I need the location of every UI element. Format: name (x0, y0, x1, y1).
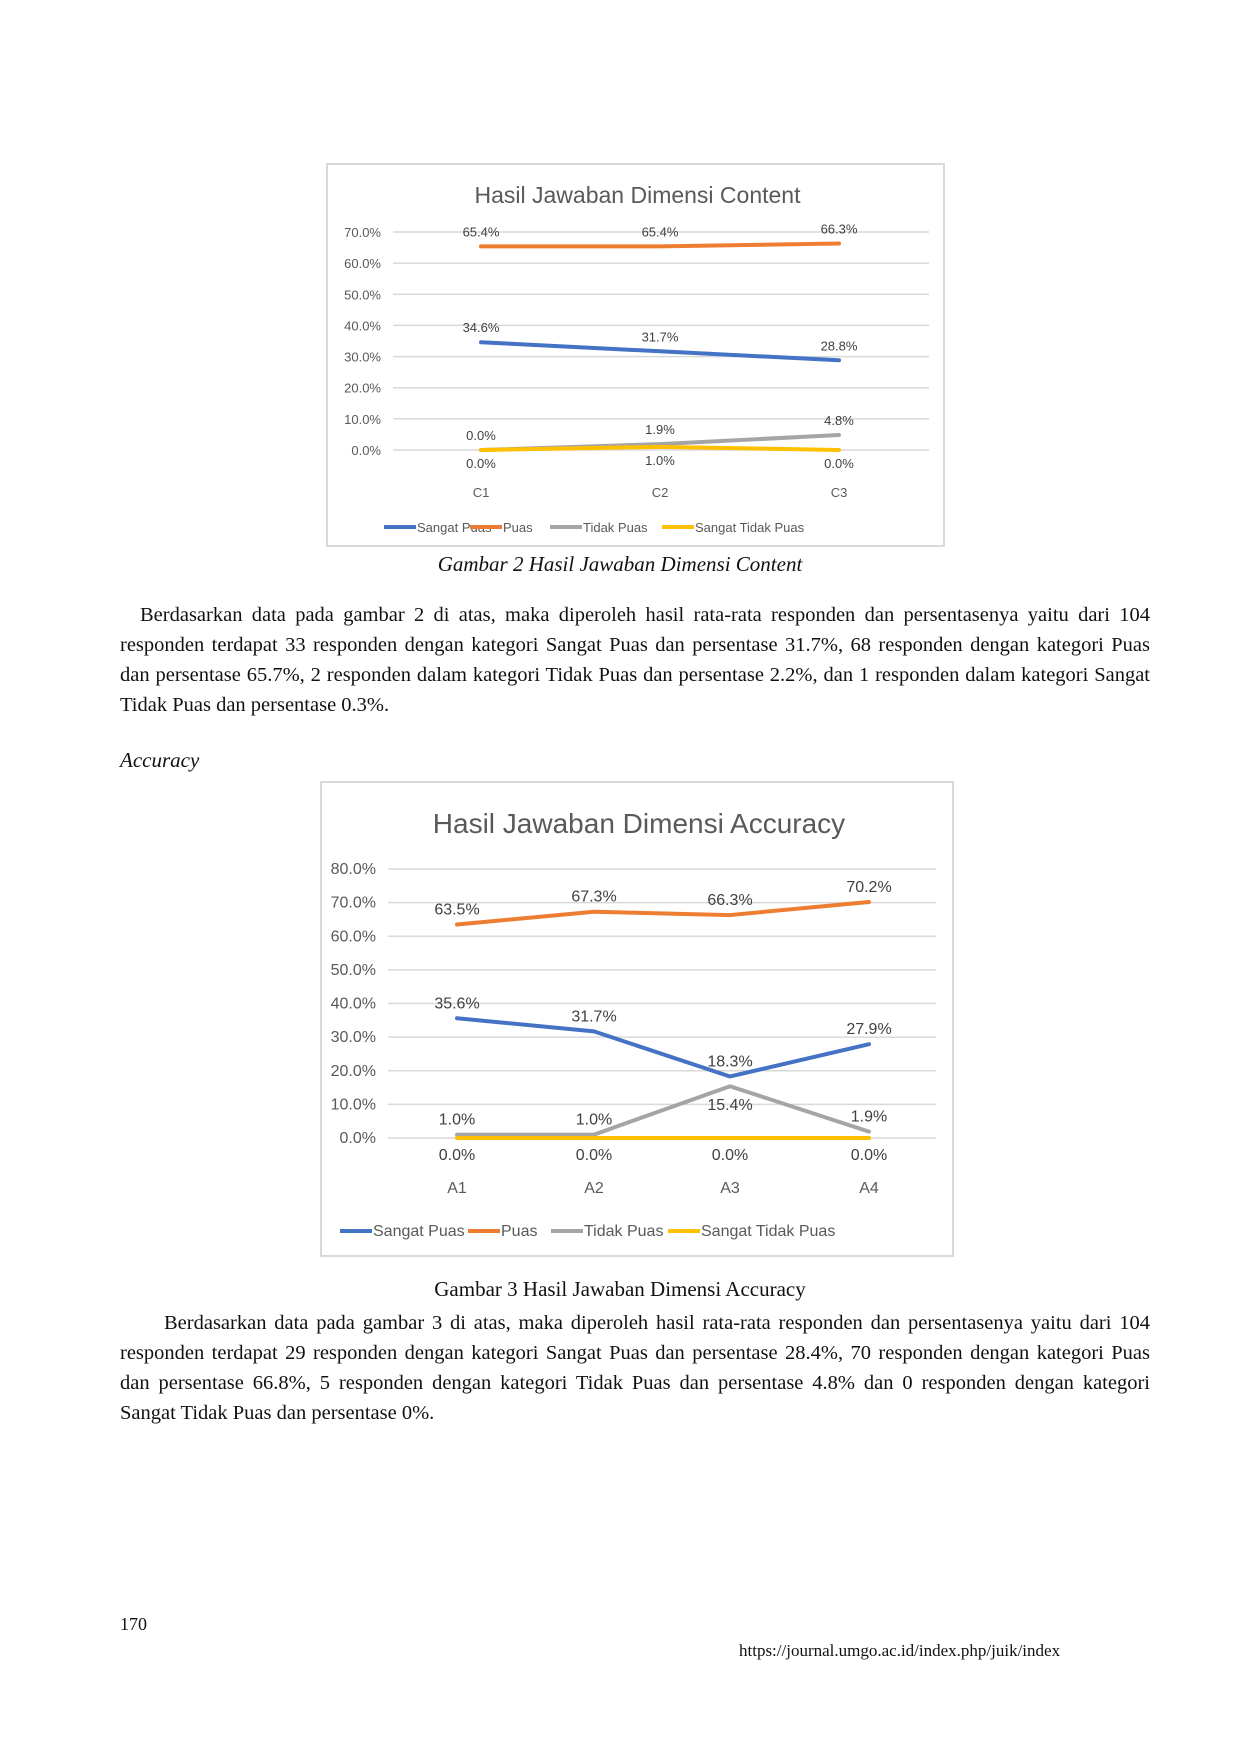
y-tick-label: 70.0% (331, 895, 376, 912)
legend-label: Sangat Tidak Puas (701, 1223, 835, 1240)
y-tick-label: 30.0% (331, 1029, 376, 1046)
legend-label: Sangat Tidak Puas (695, 520, 805, 535)
data-label: 4.8% (824, 413, 854, 428)
data-label: 0.0% (712, 1147, 748, 1164)
y-tick-label: 20.0% (344, 381, 381, 396)
data-label: 1.0% (439, 1112, 475, 1129)
y-tick-label: 20.0% (331, 1063, 376, 1080)
y-tick-label: 0.0% (351, 443, 381, 458)
y-tick-label: 60.0% (344, 256, 381, 271)
data-label: 34.6% (463, 320, 500, 335)
chart-accuracy-svg: Hasil Jawaban Dimensi Accuracy 0.0% 10.0% 2… (331, 808, 936, 1240)
series-line-sangat-tidak-puas (479, 444, 841, 452)
y-tick-label: 50.0% (331, 962, 376, 979)
y-tick-label: 10.0% (344, 412, 381, 427)
data-label: 35.6% (434, 995, 479, 1012)
legend-label: Sangat Puas (417, 520, 492, 535)
legend-label: Puas (503, 520, 533, 535)
legend-label: Tidak Puas (584, 1223, 663, 1240)
x-tick-label: A2 (584, 1180, 604, 1197)
paragraph-2: Berdasarkan data pada gambar 3 di atas, … (120, 1312, 1150, 1424)
data-label: 67.3% (571, 889, 616, 906)
data-label: 65.4% (642, 224, 679, 239)
legend-label: Tidak Puas (583, 520, 648, 535)
legend-label: Sangat Puas (373, 1223, 465, 1240)
data-label: 0.0% (576, 1147, 612, 1164)
data-label: 0.0% (851, 1147, 887, 1164)
paragraph-1: Berdasarkan data pada gambar 2 di atas, … (120, 604, 1150, 716)
series-line-sangat-puas (479, 340, 841, 363)
x-tick-label: C2 (652, 485, 669, 500)
data-label: 63.5% (434, 901, 479, 918)
data-label: 18.3% (707, 1053, 752, 1070)
y-tick-label: 70.0% (344, 225, 381, 240)
y-tick-label: 30.0% (344, 350, 381, 365)
chart-content: Hasil Jawaban Dimensi Content 0.0% 10.0% 20… (326, 163, 945, 547)
chart-title: Hasil Jawaban Dimensi Content (475, 182, 802, 208)
data-label: 27.9% (846, 1021, 891, 1038)
series-line-tidak-puas (455, 1084, 871, 1137)
figure2-caption: Gambar 2 Hasil Jawaban Dimensi Content (437, 552, 803, 576)
data-label: 0.0% (466, 428, 496, 443)
y-tick-label: 0.0% (340, 1130, 376, 1147)
data-label: 66.3% (821, 222, 858, 237)
y-tick-label: 10.0% (331, 1096, 376, 1113)
chart-content-svg: Hasil Jawaban Dimensi Content 0.0% 10.0% 20… (344, 182, 929, 535)
data-label: 66.3% (707, 892, 752, 909)
y-tick-label: 50.0% (344, 287, 381, 302)
data-label: 1.0% (645, 453, 675, 468)
x-tick-label: A1 (447, 1180, 467, 1197)
data-label: 28.8% (821, 338, 858, 353)
footer-url[interactable]: https://journal.umgo.ac.id/index.php/jui… (739, 1641, 1061, 1660)
y-tick-label: 40.0% (344, 318, 381, 333)
data-label: 0.0% (466, 456, 496, 471)
figure3-caption: Gambar 3 Hasil Jawaban Dimensi Accuracy (434, 1277, 806, 1301)
data-label: 15.4% (707, 1097, 752, 1114)
page-number: 170 (120, 1614, 147, 1634)
x-tick-label: A4 (859, 1180, 879, 1197)
series-line-sangat-puas (455, 1016, 871, 1079)
data-label: 31.7% (571, 1008, 616, 1025)
chart-title: Hasil Jawaban Dimensi Accuracy (433, 808, 845, 839)
y-tick-label: 80.0% (331, 861, 376, 878)
y-tick-label: 60.0% (331, 928, 376, 945)
data-label: 1.9% (645, 422, 675, 437)
x-tick-label: C3 (831, 485, 848, 500)
section-heading: Accuracy (120, 748, 200, 772)
data-label: 31.7% (642, 329, 679, 344)
data-label: 1.9% (851, 1109, 887, 1126)
data-label: 70.2% (846, 879, 891, 896)
data-label: 0.0% (439, 1147, 475, 1164)
data-label: 65.4% (463, 224, 500, 239)
series-line-puas (455, 899, 871, 927)
x-tick-label: C1 (473, 485, 490, 500)
data-label: 0.0% (824, 456, 854, 471)
x-tick-label: A3 (720, 1180, 740, 1197)
series-line-puas (479, 241, 841, 249)
y-tick-label: 40.0% (331, 996, 376, 1013)
legend-label: Puas (501, 1223, 537, 1240)
data-label: 1.0% (576, 1112, 612, 1129)
chart-accuracy: Hasil Jawaban Dimensi Accuracy 0.0% 10.0% 2… (320, 781, 954, 1257)
